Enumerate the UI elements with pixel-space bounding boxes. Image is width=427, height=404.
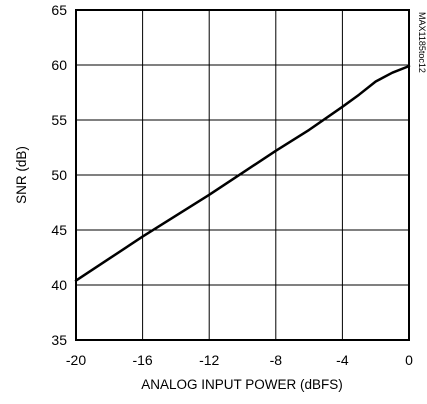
x-tick-label: -12 [199, 352, 219, 368]
x-tick-label: 0 [405, 352, 413, 368]
y-axis-title: SNR (dB) [14, 146, 29, 204]
plot-area-frame [75, 9, 410, 341]
y-tick-label: 45 [51, 222, 67, 238]
snr-series-line [74, 64, 411, 282]
y-tick-label: 40 [51, 277, 67, 293]
y-tick-label: 55 [51, 112, 67, 128]
y-tick-label: 60 [51, 57, 67, 73]
x-axis-title: ANALOG INPUT POWER (dBFS) [141, 377, 343, 392]
data-series [74, 64, 411, 282]
x-tick-label: -4 [336, 352, 349, 368]
y-tick-labels: 35 40 45 50 55 60 65 [51, 2, 67, 348]
chart-id-annotation: MAX1185toc12 [417, 12, 427, 73]
x-tick-label: -8 [270, 352, 283, 368]
x-tick-label: -20 [66, 352, 86, 368]
y-tick-label: 35 [51, 332, 67, 348]
x-tick-label: -16 [132, 352, 152, 368]
grid-lines [76, 10, 409, 340]
y-tick-label: 50 [51, 167, 67, 183]
y-tick-label: 65 [51, 2, 67, 18]
x-tick-labels: -20 -16 -12 -8 -4 0 [66, 352, 413, 368]
